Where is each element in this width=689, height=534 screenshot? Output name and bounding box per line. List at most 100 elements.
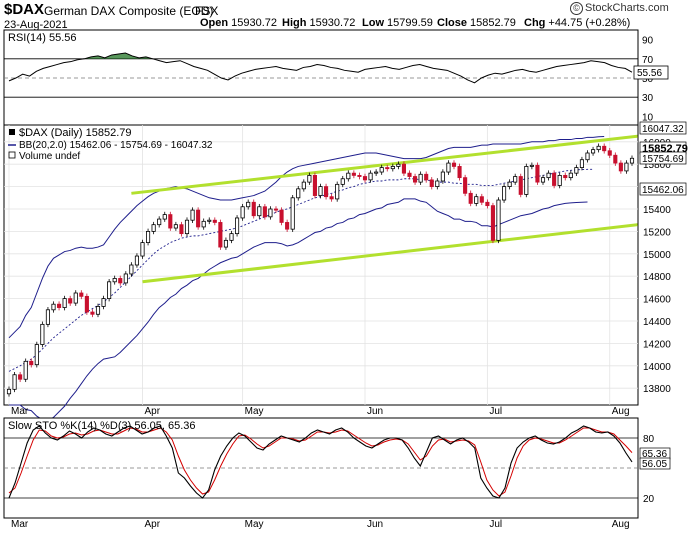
rsi-last-tag-box [633, 65, 669, 80]
candle-body [73, 292, 78, 304]
price-tick-label: 15800 [643, 160, 671, 171]
x-axis-label: Mar [11, 519, 29, 530]
high-value: 15930.72 [309, 17, 356, 29]
candle-body [196, 209, 201, 228]
price-tick-label: 14200 [643, 339, 671, 350]
candle-body [357, 174, 362, 177]
rsi-tick-label: 30 [642, 93, 654, 104]
candle-body [335, 183, 340, 200]
candle-body [324, 186, 329, 198]
candle-body [401, 163, 406, 174]
instrument-name: German DAX Composite (EOD) [44, 4, 214, 18]
price-last-tag: 15462.06 [642, 185, 684, 196]
bb-upper-line [8, 136, 605, 339]
candle-body [134, 255, 139, 266]
candle-body [546, 172, 551, 179]
price-last-tag: 15754.69 [642, 154, 684, 165]
candle-body [591, 149, 596, 154]
candle-body [568, 172, 573, 179]
candle-body [307, 174, 312, 183]
rsi-legend: RSI(14) 55.56 [8, 32, 76, 44]
low-label: Low [362, 17, 384, 29]
candle-body [474, 196, 479, 204]
candle-body [157, 218, 162, 226]
candle-body [407, 172, 412, 177]
candle-body [563, 174, 568, 179]
candle-body [223, 239, 228, 248]
sto-legend: Slow STO %K(14) %D(3) 56.05, 65.36 [8, 420, 196, 432]
candle-body [207, 219, 212, 222]
candle-body [413, 176, 418, 183]
rsi-tick-label: 70 [642, 55, 654, 66]
candle-body [446, 162, 451, 173]
rsi-panel: 90 70 50 30 10 RSI(14) 55.56 55.56 [3, 29, 669, 127]
candle-body [362, 176, 368, 181]
candle-body [385, 167, 390, 170]
candle-body [29, 360, 34, 366]
candle-body [146, 230, 151, 243]
rsi-line [8, 52, 633, 84]
price-tick-label: 15000 [643, 250, 671, 261]
candle-body [574, 167, 579, 174]
candle-body [45, 309, 50, 325]
candle-body [496, 199, 501, 241]
candle-body [6, 388, 12, 395]
rsi-tick-label: 90 [642, 36, 654, 47]
price-tick-label: 14000 [643, 362, 671, 373]
candle-body [351, 172, 356, 176]
candle-body [101, 298, 106, 307]
price-tag-box [639, 151, 687, 165]
candle-body [118, 278, 123, 284]
x-axis-label: Jun [367, 519, 383, 530]
watermark-label: StockCharts.com [585, 2, 669, 14]
candle-body [540, 177, 546, 183]
candle-body [251, 201, 256, 217]
candle-body [112, 278, 117, 283]
candle-body [368, 172, 373, 181]
candle-body [318, 186, 323, 196]
candle-body [490, 205, 495, 241]
dax-legend-swatch [9, 129, 15, 135]
candle-body [435, 180, 440, 187]
candle-body [18, 374, 23, 380]
x-axis-label: May [245, 519, 264, 530]
candle-body [296, 188, 301, 199]
price-tag-box [639, 121, 687, 135]
symbol-title: $DAX [4, 1, 45, 18]
x-axis-label: Aug [612, 406, 630, 417]
candle-body [90, 311, 95, 315]
sto-last-tag: 65.36 [642, 449, 667, 460]
price-tick-label: 15200 [643, 227, 671, 238]
candle-body [457, 166, 462, 179]
close-stat: Close 15852.79 [437, 17, 516, 29]
candle-body [418, 173, 423, 183]
candle-body [173, 224, 178, 229]
candle-body [340, 178, 345, 185]
price-legend-bb: BB(20,2.0) 15462.06 - 15754.69 - 16047.3… [19, 140, 213, 151]
candle-body [218, 222, 223, 248]
candle-body [140, 242, 145, 257]
candle-body [201, 220, 206, 228]
candle-body [624, 162, 629, 172]
candle-body [235, 217, 240, 235]
sto-last-tag: 56.05 [642, 459, 667, 470]
candle-body [463, 177, 468, 194]
candle-body [12, 374, 17, 390]
rsi-tick-label: 50 [642, 74, 654, 85]
candle-body [579, 159, 584, 168]
low-stat: Low 15799.59 [362, 17, 433, 29]
candle-body [329, 196, 334, 200]
x-axis-label: Apr [145, 519, 161, 530]
candle-body [390, 166, 395, 170]
candle-body [62, 298, 67, 308]
candle-body [479, 196, 484, 203]
candle-body [485, 201, 490, 207]
candle-body [168, 214, 173, 229]
candle-body [596, 145, 601, 151]
low-value: 15799.59 [387, 17, 433, 29]
candle-body [396, 163, 401, 167]
stockcharts-watermark[interactable]: © StockCharts.com [570, 2, 669, 15]
candle-body [312, 174, 317, 196]
candle-body [518, 176, 523, 195]
